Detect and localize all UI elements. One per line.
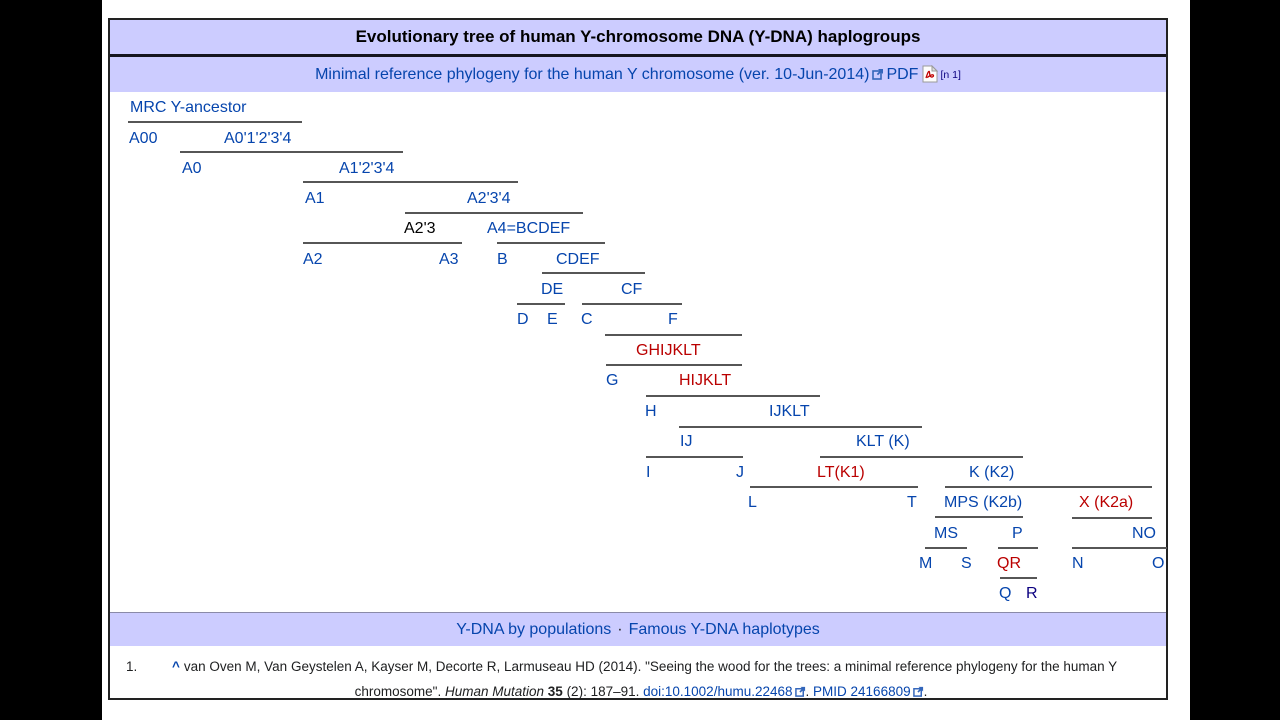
tree-label-qr[interactable]: QR bbox=[997, 555, 1021, 572]
reference-citation-text: van Oven M, Van Geystelen A, Kayser M, D… bbox=[183, 659, 1118, 674]
pdf-file-icon[interactable] bbox=[922, 64, 939, 88]
issue-pages: (2): 187–91. bbox=[562, 684, 644, 699]
tree-label-a0[interactable]: A0 bbox=[182, 160, 202, 177]
tree-label-f[interactable]: F bbox=[668, 311, 678, 328]
tree-label-lt-k1[interactable]: LT(K1) bbox=[817, 464, 865, 481]
famous-haplotypes-link[interactable]: Famous Y-DNA haplotypes bbox=[628, 620, 820, 638]
tree-label-r[interactable]: R bbox=[1026, 585, 1038, 602]
references-section: 1. ^ van Oven M, Van Geystelen A, Kayser M… bbox=[110, 646, 1166, 699]
phylogeny-link[interactable]: Minimal reference phylogeny for the huma… bbox=[315, 65, 870, 83]
tree-label-a2[interactable]: A2 bbox=[303, 251, 323, 268]
tree-label-ijklt[interactable]: IJKLT bbox=[769, 403, 810, 420]
tree-label-h[interactable]: H bbox=[645, 403, 657, 420]
external-link-icon[interactable] bbox=[872, 67, 884, 85]
tree-label-ij[interactable]: IJ bbox=[680, 433, 693, 450]
tree-label-i[interactable]: I bbox=[646, 464, 651, 481]
journal-volume: 35 bbox=[547, 684, 563, 699]
tree-label-a1-2-3-4[interactable]: A1'2'3'4 bbox=[339, 160, 395, 177]
tree-label-a1[interactable]: A1 bbox=[305, 190, 325, 207]
nav-separator: · bbox=[617, 620, 623, 638]
tree-label-a2-3: A2'3 bbox=[404, 220, 436, 237]
pmid-link[interactable]: PMID 24166809 bbox=[813, 684, 911, 699]
tree-label-a2-3-4[interactable]: A2'3'4 bbox=[467, 190, 511, 207]
doi-link[interactable]: doi:10.1002/humu.22468 bbox=[643, 684, 793, 699]
tree-label-no[interactable]: NO bbox=[1132, 525, 1156, 542]
tree-label-c[interactable]: C bbox=[581, 311, 593, 328]
tree-label-hijklt[interactable]: HIJKLT bbox=[679, 372, 732, 389]
pdf-link[interactable]: PDF bbox=[886, 65, 919, 83]
ydna-by-populations-link[interactable]: Y-DNA by populations bbox=[456, 620, 612, 638]
punctuation: . bbox=[923, 684, 928, 699]
tree-label-a3[interactable]: A3 bbox=[439, 251, 459, 268]
tree-label-o[interactable]: O bbox=[1152, 555, 1165, 572]
tree-label-cf[interactable]: CF bbox=[621, 281, 643, 298]
external-link-icon[interactable] bbox=[912, 685, 924, 700]
tree-label-s[interactable]: S bbox=[961, 555, 972, 572]
tree-label-m[interactable]: M bbox=[919, 555, 933, 572]
reference-number: 1. bbox=[126, 659, 138, 674]
tree-label-b[interactable]: B bbox=[497, 251, 508, 268]
template-subtitle-bar: Minimal reference phylogeny for the huma… bbox=[110, 57, 1166, 92]
punctuation: . bbox=[805, 684, 814, 699]
footer-nav-bar: Y-DNA by populations · Famous Y-DNA hapl… bbox=[110, 612, 1166, 646]
tree-label-e[interactable]: E bbox=[547, 311, 558, 328]
backlink-caret[interactable]: ^ bbox=[172, 659, 180, 674]
tree-label-ghijklt[interactable]: GHIJKLT bbox=[636, 342, 701, 359]
tree-label-klt-k[interactable]: KLT (K) bbox=[856, 433, 910, 450]
tree-label-k-k2[interactable]: K (K2) bbox=[969, 464, 1015, 481]
note-ref-link[interactable]: [n 1] bbox=[940, 68, 961, 81]
tree-label-ms[interactable]: MS bbox=[934, 525, 958, 542]
journal-name: Human Mutation bbox=[444, 684, 545, 699]
template-title-bar: Evolutionary tree of human Y-chromosome … bbox=[110, 20, 1166, 57]
tree-label-a4-bcdef[interactable]: A4=BCDEF bbox=[487, 220, 571, 237]
tree-label-n[interactable]: N bbox=[1072, 555, 1084, 572]
tree-label-a00[interactable]: A00 bbox=[129, 130, 158, 147]
tree-label-j[interactable]: J bbox=[736, 464, 744, 481]
tree-label-mps-k2b[interactable]: MPS (K2b) bbox=[944, 494, 1023, 511]
reference-line-2: chromosome". Human Mutation 35 (2): 187–… bbox=[126, 679, 1156, 704]
external-link-icon[interactable] bbox=[794, 685, 806, 700]
reference-citation-continued: chromosome". bbox=[354, 684, 445, 699]
tree-label-g[interactable]: G bbox=[606, 372, 619, 389]
tree-label-a0-1-2-3-4[interactable]: A0'1'2'3'4 bbox=[224, 130, 292, 147]
tree-label-mrc-y-ancestor[interactable]: MRC Y-ancestor bbox=[130, 99, 247, 116]
tree-label-p[interactable]: P bbox=[1012, 525, 1023, 542]
template-title: Evolutionary tree of human Y-chromosome … bbox=[355, 27, 921, 46]
tree-label-t[interactable]: T bbox=[907, 494, 917, 511]
tree-label-cdef[interactable]: CDEF bbox=[556, 251, 600, 268]
tree-label-x-k2a[interactable]: X (K2a) bbox=[1079, 494, 1134, 511]
reference-line-1: 1. ^ van Oven M, Van Geystelen A, Kayser M… bbox=[126, 654, 1156, 679]
tree-label-q[interactable]: Q bbox=[999, 585, 1012, 602]
tree-label-l[interactable]: L bbox=[748, 494, 757, 511]
tree-label-d[interactable]: D bbox=[517, 311, 529, 328]
haplogroup-template-box: Evolutionary tree of human Y-chromosome … bbox=[108, 18, 1168, 700]
tree-label-de[interactable]: DE bbox=[541, 281, 564, 298]
